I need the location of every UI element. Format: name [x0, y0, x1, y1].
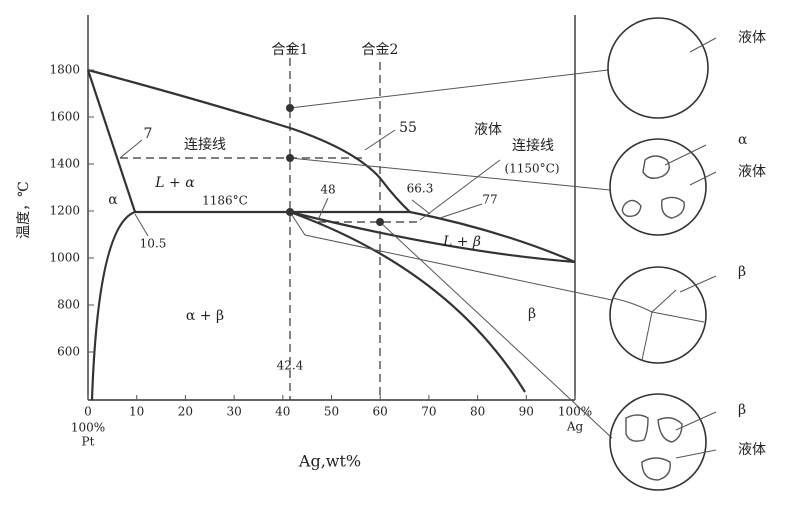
leader — [689, 171, 717, 186]
x-tick-label: 50 — [324, 405, 339, 419]
alloy-label: 合金2 — [362, 42, 399, 58]
micrograph-label: β — [738, 402, 746, 418]
leader — [675, 449, 717, 459]
point — [286, 154, 294, 162]
point — [376, 218, 384, 226]
region-label: L + β — [442, 234, 481, 250]
leader — [289, 69, 609, 109]
leader — [675, 411, 717, 431]
point — [286, 208, 294, 216]
leader — [411, 199, 431, 215]
region-label: 液体 — [474, 122, 502, 138]
micrograph — [609, 138, 707, 236]
x-extra-label: Ag — [566, 420, 584, 434]
leader — [119, 139, 143, 159]
x-tick-label: 0 — [84, 405, 92, 419]
leader — [679, 275, 717, 293]
grains — [621, 155, 685, 219]
x-tick-label: 20 — [178, 405, 193, 419]
region-label: α — [108, 192, 118, 208]
y-tick-label: 800 — [57, 298, 80, 312]
leader — [419, 159, 501, 221]
x-extra-label: Pt — [82, 435, 95, 449]
micrograph-label: α — [738, 132, 748, 148]
x-tick-label: 80 — [470, 405, 485, 419]
leader — [439, 203, 483, 219]
x-tick-label: 10 — [129, 405, 144, 419]
alloy-label: 合金1 — [272, 42, 309, 58]
leader — [289, 211, 613, 301]
annotation: 66.3 — [407, 182, 434, 196]
grain-boundary — [611, 289, 705, 361]
micrograph-label: 液体 — [738, 164, 766, 180]
x-tick-label: 30 — [226, 405, 241, 419]
beta-solvus — [289, 210, 526, 393]
x-tick-label: 100% — [558, 405, 592, 419]
annotation: 7 — [144, 126, 153, 142]
y-tick-label: 600 — [57, 345, 80, 359]
y-tick-label: 1600 — [49, 110, 80, 124]
annotation: (1150°C) — [504, 162, 559, 176]
annotation: 77 — [482, 193, 497, 207]
annotation: 连接线 — [184, 136, 226, 153]
micrograph-label: 液体 — [738, 442, 766, 458]
annotation: 55 — [399, 120, 417, 136]
liquidus — [87, 68, 411, 213]
leader — [317, 197, 329, 221]
leader — [664, 144, 707, 166]
x-extra-label: 100% — [71, 421, 105, 435]
annotation: 连接线 — [512, 137, 554, 154]
region-label: α + β — [186, 308, 224, 324]
x-tick-label: 60 — [373, 405, 388, 419]
y-tick-label: 1400 — [49, 157, 80, 171]
leader — [134, 213, 149, 237]
region-label: L + α — [154, 175, 195, 191]
leader — [379, 221, 613, 439]
micrograph-label: β — [738, 264, 746, 280]
annotation: 1186°C — [202, 194, 248, 208]
annotation: 42.4 — [277, 359, 304, 373]
leader — [689, 37, 717, 53]
annotation: 48 — [320, 183, 335, 197]
alpha-solvus — [90, 210, 136, 401]
leader — [289, 157, 611, 191]
region-label: β — [528, 306, 536, 322]
x-axis-label: Ag,wt% — [298, 452, 361, 471]
micrograph-label: 液体 — [738, 30, 766, 46]
grains — [625, 414, 683, 481]
leader — [364, 129, 396, 151]
y-tick-label: 1200 — [49, 204, 80, 218]
liquidus — [409, 210, 576, 264]
x-tick-label: 70 — [421, 405, 436, 419]
solidus — [289, 210, 576, 264]
x-tick-label: 90 — [519, 405, 534, 419]
micrograph — [609, 266, 707, 364]
annotation: 10.5 — [140, 237, 167, 251]
point — [286, 104, 294, 112]
y-axis-label: 温度，℃ — [16, 181, 32, 239]
y-tick-label: 1000 — [49, 251, 80, 265]
micrograph — [607, 17, 709, 119]
micrograph — [609, 393, 707, 491]
x-tick-label: 40 — [275, 405, 290, 419]
alpha-solidus — [86, 69, 137, 213]
y-tick-label: 1800 — [49, 63, 80, 77]
